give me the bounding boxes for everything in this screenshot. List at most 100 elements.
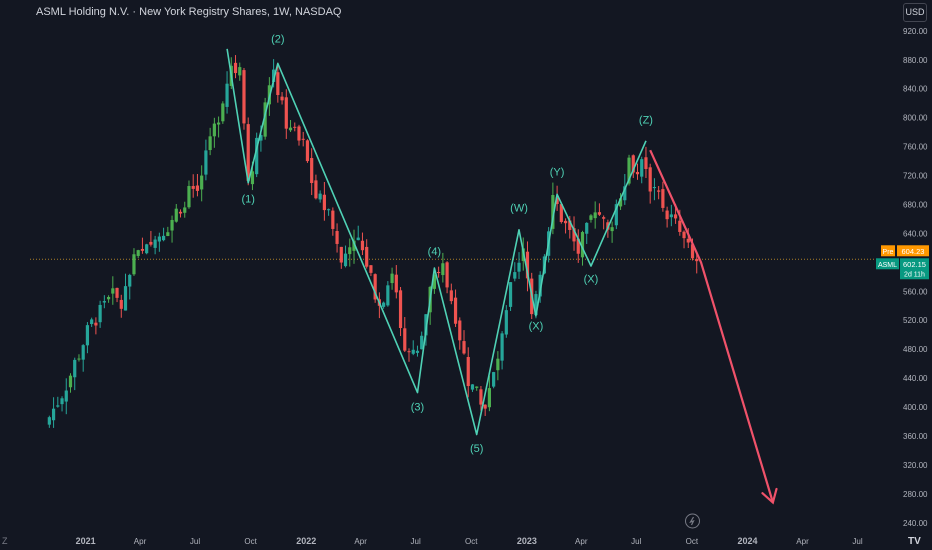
candle-body <box>305 140 310 162</box>
pre-price-badge <box>897 245 929 257</box>
candle-body <box>686 238 690 243</box>
wave-label: (4) <box>428 246 441 258</box>
candle-body <box>483 404 487 409</box>
candle-body <box>68 375 73 388</box>
zoom-mark: Z <box>2 536 8 546</box>
candle-body <box>432 274 436 289</box>
candle-body <box>589 215 593 220</box>
candle-body <box>420 335 424 350</box>
x-tick-label: Apr <box>575 537 588 546</box>
candle-body <box>314 180 318 199</box>
candle-body <box>64 390 68 402</box>
candle-body <box>479 389 483 405</box>
candle-body <box>403 328 407 351</box>
lightning-icon[interactable] <box>685 513 701 529</box>
candle-body <box>47 417 51 425</box>
last-price-text: 602.15 <box>903 260 926 269</box>
wave-label: (5) <box>470 443 483 455</box>
x-tick-label: 2021 <box>76 536 96 546</box>
candle-body <box>640 159 644 177</box>
candle-body <box>369 265 373 273</box>
x-tick-label: Oct <box>244 537 257 546</box>
y-tick-label: 920.00 <box>903 27 928 36</box>
candle-body <box>559 204 563 222</box>
candle-body <box>157 236 161 242</box>
y-tick-label: 840.00 <box>903 85 928 94</box>
y-tick-label: 240.00 <box>903 519 928 528</box>
candle-body <box>331 210 335 229</box>
candle-body <box>200 175 204 190</box>
candle-body <box>644 157 648 169</box>
pre-label-badge <box>881 245 895 257</box>
candle-body <box>297 126 301 141</box>
candle-body <box>343 253 348 267</box>
candle-body <box>487 388 491 408</box>
wave-label: (X) <box>584 274 599 286</box>
candle-body <box>195 185 200 191</box>
candle-body <box>263 102 267 137</box>
x-tick-label: Jul <box>631 537 641 546</box>
candle-body <box>618 198 623 207</box>
candle-body <box>161 235 166 241</box>
candle-body <box>534 294 538 316</box>
currency-button[interactable]: USD <box>903 3 927 22</box>
candle-body <box>111 288 115 294</box>
candle-body <box>665 210 669 220</box>
candle-body <box>356 237 360 241</box>
projection-line[interactable] <box>649 149 774 503</box>
candle-body <box>242 70 246 124</box>
candle-body <box>119 299 123 309</box>
candle-body <box>373 274 377 300</box>
candle-body <box>255 137 259 175</box>
y-tick-label: 800.00 <box>903 114 928 123</box>
candle-body <box>284 97 288 129</box>
candle-body <box>339 246 343 263</box>
x-tick-label: 2024 <box>737 536 757 546</box>
candle-body <box>98 304 102 323</box>
y-tick-label: 880.00 <box>903 56 928 65</box>
candle-body <box>411 349 415 354</box>
candle-body <box>174 208 178 222</box>
x-tick-label: Apr <box>134 537 147 546</box>
wave-label: (Z) <box>639 114 653 126</box>
candle-body <box>221 103 225 122</box>
candle-body <box>272 69 276 83</box>
wave-label: (3) <box>411 402 424 414</box>
candle-body <box>453 297 458 324</box>
pre-label-text: Pre <box>883 249 894 256</box>
pre-price-text: 604.23 <box>902 247 925 256</box>
y-tick-label: 280.00 <box>903 490 928 499</box>
elliott-wave-line[interactable] <box>226 48 647 436</box>
candle-body <box>187 186 191 208</box>
candle-body <box>623 186 627 201</box>
candle-body <box>576 238 580 254</box>
candle-body <box>153 239 157 248</box>
candle-body <box>415 350 420 353</box>
y-tick-label: 720.00 <box>903 172 928 181</box>
candle-body <box>56 405 60 407</box>
candle-body <box>310 158 314 184</box>
candle-body <box>225 83 229 107</box>
candle-body <box>568 220 572 230</box>
candle-body <box>212 123 216 137</box>
wave-label: (1) <box>241 193 254 205</box>
candle-body <box>60 398 64 405</box>
candle-body <box>631 155 635 173</box>
candle-body <box>288 127 293 131</box>
candle-body <box>335 231 339 244</box>
wave-label: (W) <box>510 203 528 215</box>
candle-body <box>293 126 297 128</box>
candle-body <box>682 231 686 239</box>
last-price-badge <box>900 258 929 280</box>
candle-body <box>132 254 136 275</box>
candle-body <box>458 320 462 341</box>
candle-body <box>492 372 496 387</box>
candle-body <box>394 274 398 293</box>
candle-body <box>365 246 369 267</box>
candle-body <box>73 359 77 378</box>
candle-body <box>191 186 195 189</box>
y-tick-label: 400.00 <box>903 403 928 412</box>
candle-body <box>517 262 521 272</box>
symbol-badge <box>876 258 899 270</box>
